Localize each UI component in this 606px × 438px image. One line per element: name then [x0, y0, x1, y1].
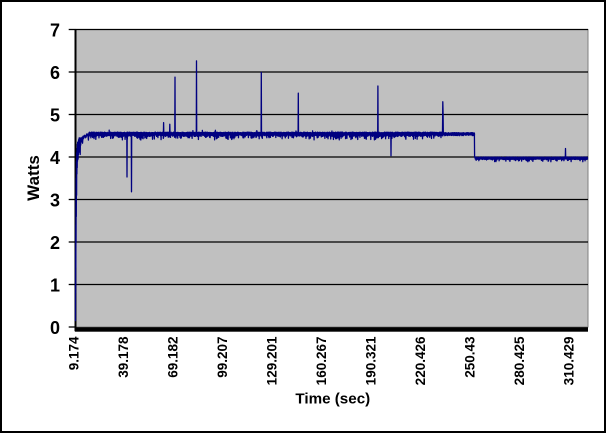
svg-text:190.321: 190.321: [363, 336, 378, 385]
svg-text:9.174: 9.174: [67, 336, 82, 370]
svg-text:280.425: 280.425: [512, 336, 527, 385]
svg-text:129.201: 129.201: [264, 336, 279, 385]
svg-text:5: 5: [50, 106, 60, 126]
svg-text:220.426: 220.426: [413, 336, 428, 385]
svg-text:0: 0: [50, 318, 60, 338]
svg-text:99.207: 99.207: [215, 337, 230, 378]
svg-text:39.178: 39.178: [116, 336, 131, 378]
svg-text:69.182: 69.182: [166, 337, 181, 378]
svg-text:Time (sec): Time (sec): [295, 391, 370, 408]
svg-text:1: 1: [50, 276, 60, 296]
svg-text:2: 2: [50, 233, 60, 253]
svg-text:3: 3: [50, 191, 60, 211]
svg-text:310.429: 310.429: [561, 337, 576, 386]
svg-text:4: 4: [50, 148, 60, 168]
svg-text:250.43: 250.43: [462, 336, 477, 378]
svg-text:6: 6: [50, 63, 60, 83]
svg-text:160.267: 160.267: [314, 337, 329, 386]
svg-text:Watts: Watts: [24, 155, 43, 201]
svg-text:7: 7: [50, 21, 60, 41]
